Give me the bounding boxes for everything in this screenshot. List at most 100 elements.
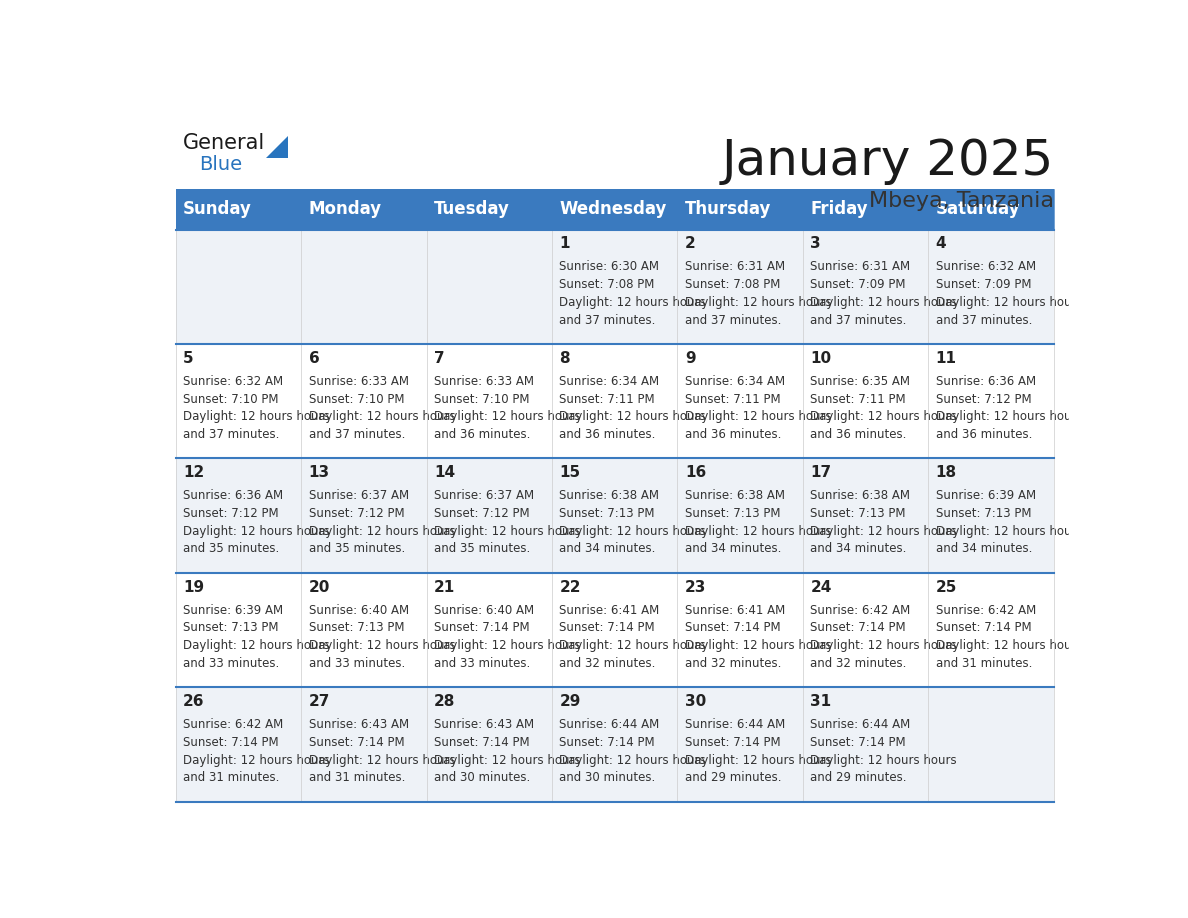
Text: Wednesday: Wednesday [560, 200, 666, 218]
Text: Daylight: 12 hours hours: Daylight: 12 hours hours [560, 296, 706, 308]
Text: and 37 minutes.: and 37 minutes. [560, 314, 656, 327]
Text: Sunrise: 6:42 AM: Sunrise: 6:42 AM [936, 604, 1036, 617]
Text: Sunrise: 6:37 AM: Sunrise: 6:37 AM [309, 489, 409, 502]
Text: Daylight: 12 hours hours: Daylight: 12 hours hours [183, 410, 330, 423]
Text: and 30 minutes.: and 30 minutes. [560, 771, 656, 784]
Text: and 35 minutes.: and 35 minutes. [434, 543, 530, 555]
Text: and 34 minutes.: and 34 minutes. [685, 543, 782, 555]
Text: 14: 14 [434, 465, 455, 480]
Text: Sunset: 7:14 PM: Sunset: 7:14 PM [434, 621, 530, 634]
Text: Sunrise: 6:35 AM: Sunrise: 6:35 AM [810, 375, 910, 387]
Bar [176, 458, 1054, 573]
Text: and 37 minutes.: and 37 minutes. [309, 428, 405, 441]
Text: Blue: Blue [198, 155, 242, 174]
Bar [176, 573, 1054, 688]
Text: Daylight: 12 hours hours: Daylight: 12 hours hours [685, 525, 832, 538]
Text: Monday: Monday [309, 200, 381, 218]
Text: 20: 20 [309, 579, 330, 595]
Text: Daylight: 12 hours hours: Daylight: 12 hours hours [309, 525, 455, 538]
Text: and 36 minutes.: and 36 minutes. [810, 428, 906, 441]
Text: and 31 minutes.: and 31 minutes. [936, 657, 1032, 670]
Bar [176, 344, 1054, 458]
Text: 2: 2 [685, 236, 696, 252]
Text: 24: 24 [810, 579, 832, 595]
Text: 31: 31 [810, 694, 832, 709]
Text: Sunset: 7:13 PM: Sunset: 7:13 PM [685, 507, 781, 520]
Text: 16: 16 [685, 465, 706, 480]
Text: Sunday: Sunday [183, 200, 252, 218]
Text: Daylight: 12 hours hours: Daylight: 12 hours hours [309, 754, 455, 767]
Text: 10: 10 [810, 351, 832, 365]
Text: and 36 minutes.: and 36 minutes. [936, 428, 1032, 441]
Text: Sunrise: 6:43 AM: Sunrise: 6:43 AM [309, 718, 409, 731]
Text: Sunrise: 6:33 AM: Sunrise: 6:33 AM [309, 375, 409, 387]
Text: Sunrise: 6:32 AM: Sunrise: 6:32 AM [936, 261, 1036, 274]
Text: Sunrise: 6:34 AM: Sunrise: 6:34 AM [560, 375, 659, 387]
Text: 3: 3 [810, 236, 821, 252]
Text: Saturday: Saturday [936, 200, 1020, 218]
Text: and 31 minutes.: and 31 minutes. [309, 771, 405, 784]
Text: and 36 minutes.: and 36 minutes. [434, 428, 530, 441]
Text: Daylight: 12 hours hours: Daylight: 12 hours hours [685, 754, 832, 767]
Text: Sunrise: 6:41 AM: Sunrise: 6:41 AM [560, 604, 659, 617]
Text: and 34 minutes.: and 34 minutes. [810, 543, 906, 555]
Text: Sunrise: 6:44 AM: Sunrise: 6:44 AM [685, 718, 785, 731]
Text: and 33 minutes.: and 33 minutes. [183, 657, 279, 670]
Text: Sunrise: 6:38 AM: Sunrise: 6:38 AM [810, 489, 910, 502]
Text: 8: 8 [560, 351, 570, 365]
Text: 30: 30 [685, 694, 706, 709]
Text: Sunset: 7:11 PM: Sunset: 7:11 PM [685, 393, 781, 406]
Text: and 29 minutes.: and 29 minutes. [810, 771, 906, 784]
Text: and 35 minutes.: and 35 minutes. [183, 543, 279, 555]
Text: Sunrise: 6:40 AM: Sunrise: 6:40 AM [309, 604, 409, 617]
Text: Daylight: 12 hours hours: Daylight: 12 hours hours [936, 525, 1082, 538]
Text: Sunrise: 6:39 AM: Sunrise: 6:39 AM [936, 489, 1036, 502]
Text: and 30 minutes.: and 30 minutes. [434, 771, 530, 784]
Text: Sunset: 7:13 PM: Sunset: 7:13 PM [183, 621, 279, 634]
Text: Sunrise: 6:42 AM: Sunrise: 6:42 AM [810, 604, 910, 617]
Text: and 37 minutes.: and 37 minutes. [936, 314, 1032, 327]
Text: Sunset: 7:14 PM: Sunset: 7:14 PM [685, 736, 781, 749]
Text: Sunrise: 6:38 AM: Sunrise: 6:38 AM [685, 489, 785, 502]
Text: 19: 19 [183, 579, 204, 595]
Text: Sunrise: 6:44 AM: Sunrise: 6:44 AM [560, 718, 659, 731]
Text: 12: 12 [183, 465, 204, 480]
Text: Sunset: 7:08 PM: Sunset: 7:08 PM [685, 278, 781, 291]
Text: January 2025: January 2025 [721, 137, 1054, 185]
Text: Sunset: 7:14 PM: Sunset: 7:14 PM [560, 621, 655, 634]
Text: and 33 minutes.: and 33 minutes. [309, 657, 405, 670]
Text: 22: 22 [560, 579, 581, 595]
Text: Sunset: 7:14 PM: Sunset: 7:14 PM [810, 736, 906, 749]
Text: Sunset: 7:13 PM: Sunset: 7:13 PM [810, 507, 905, 520]
Text: 18: 18 [936, 465, 956, 480]
Text: Sunset: 7:12 PM: Sunset: 7:12 PM [183, 507, 279, 520]
Text: Sunrise: 6:36 AM: Sunrise: 6:36 AM [183, 489, 283, 502]
Text: Friday: Friday [810, 200, 868, 218]
Text: Daylight: 12 hours hours: Daylight: 12 hours hours [560, 410, 706, 423]
Polygon shape [266, 137, 287, 158]
Text: Sunrise: 6:41 AM: Sunrise: 6:41 AM [685, 604, 785, 617]
Text: Sunrise: 6:36 AM: Sunrise: 6:36 AM [936, 375, 1036, 387]
Bar [176, 688, 1054, 801]
Text: Daylight: 12 hours hours: Daylight: 12 hours hours [434, 525, 581, 538]
Bar [176, 189, 1054, 230]
Text: Daylight: 12 hours hours: Daylight: 12 hours hours [309, 410, 455, 423]
Text: Sunset: 7:10 PM: Sunset: 7:10 PM [309, 393, 404, 406]
Text: and 36 minutes.: and 36 minutes. [560, 428, 656, 441]
Text: Sunset: 7:09 PM: Sunset: 7:09 PM [936, 278, 1031, 291]
Text: Mbeya, Tanzania: Mbeya, Tanzania [868, 191, 1054, 211]
Text: Daylight: 12 hours hours: Daylight: 12 hours hours [560, 754, 706, 767]
Text: Daylight: 12 hours hours: Daylight: 12 hours hours [560, 525, 706, 538]
Text: 4: 4 [936, 236, 947, 252]
Text: 11: 11 [936, 351, 956, 365]
Text: Daylight: 12 hours hours: Daylight: 12 hours hours [183, 525, 330, 538]
Text: Sunset: 7:12 PM: Sunset: 7:12 PM [936, 393, 1031, 406]
Text: Sunrise: 6:32 AM: Sunrise: 6:32 AM [183, 375, 283, 387]
Text: Sunset: 7:12 PM: Sunset: 7:12 PM [309, 507, 404, 520]
Text: Daylight: 12 hours hours: Daylight: 12 hours hours [183, 639, 330, 652]
Text: Sunset: 7:13 PM: Sunset: 7:13 PM [309, 621, 404, 634]
Text: Daylight: 12 hours hours: Daylight: 12 hours hours [434, 639, 581, 652]
Text: Thursday: Thursday [685, 200, 771, 218]
Text: Daylight: 12 hours hours: Daylight: 12 hours hours [810, 639, 958, 652]
Text: 27: 27 [309, 694, 330, 709]
